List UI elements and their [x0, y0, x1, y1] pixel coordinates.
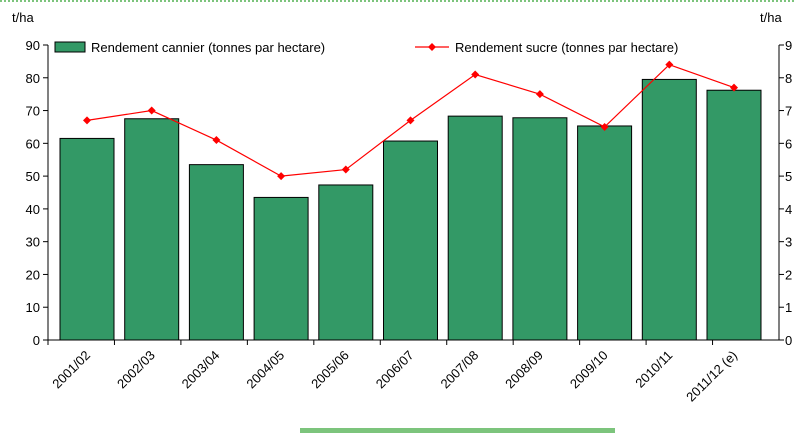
- y-tick-label: 70: [26, 104, 40, 119]
- line-marker: [147, 106, 156, 115]
- y2-axis-label: t/ha: [760, 10, 782, 25]
- y-tick-label: 90: [26, 38, 40, 53]
- y-tick-label: 30: [26, 235, 40, 250]
- y-tick-label: 40: [26, 202, 40, 217]
- line-marker: [277, 172, 286, 181]
- x-tick-label: 2006/07: [373, 348, 417, 392]
- bar: [253, 196, 309, 341]
- x-tick-label: 2009/10: [567, 348, 611, 392]
- x-tick-label: 2007/08: [437, 348, 481, 392]
- y2-tick-label: 3: [785, 235, 792, 250]
- bottom-bar: [300, 428, 615, 433]
- y2-tick-label: 9: [785, 38, 792, 53]
- y2-tick-label: 8: [785, 71, 792, 86]
- legend-swatch: [54, 41, 86, 53]
- bar: [188, 164, 244, 341]
- line-marker: [212, 136, 221, 145]
- y-tick-label: 0: [33, 333, 40, 348]
- bar: [577, 125, 633, 341]
- x-tick-label: 2005/06: [308, 348, 352, 392]
- legend-label: Rendement cannier (tonnes par hectare): [91, 40, 325, 55]
- bar: [124, 118, 180, 341]
- y2-tick-label: 7: [785, 104, 792, 119]
- y2-tick-label: 2: [785, 267, 792, 282]
- y-axis-label: t/ha: [12, 10, 34, 25]
- x-tick-label: 2002/03: [114, 348, 158, 392]
- x-tick-label: 2010/11: [632, 348, 675, 391]
- x-tick-label: 2011/12 (e): [683, 348, 740, 405]
- line-marker: [471, 70, 480, 79]
- bar: [641, 78, 697, 341]
- y-tick-label: 60: [26, 136, 40, 151]
- y2-tick-label: 1: [785, 300, 792, 315]
- line-marker: [83, 116, 91, 125]
- line-marker: [730, 83, 738, 92]
- bar: [318, 184, 374, 341]
- y2-tick-label: 5: [785, 169, 792, 184]
- line-marker: [341, 165, 350, 174]
- line-marker: [665, 60, 674, 69]
- y2-tick-label: 4: [785, 202, 792, 217]
- y2-tick-label: 6: [785, 136, 792, 151]
- y-tick-label: 80: [26, 71, 40, 86]
- x-tick-label: 2003/04: [179, 348, 223, 392]
- x-tick-label: 2008/09: [502, 348, 546, 392]
- bar: [512, 117, 568, 341]
- bar: [383, 140, 438, 341]
- y-tick-label: 20: [26, 267, 40, 282]
- bar: [447, 115, 503, 341]
- legend-marker: [428, 43, 436, 51]
- x-tick-label: 2001/02: [49, 348, 93, 392]
- legend-label: Rendement sucre (tonnes par hectare): [455, 40, 678, 55]
- y-tick-label: 50: [26, 169, 40, 184]
- x-tick-label: 2004/05: [243, 348, 287, 392]
- line-marker: [535, 90, 544, 99]
- line-marker: [406, 116, 415, 125]
- y2-tick-label: 0: [785, 333, 792, 348]
- bar: [706, 89, 762, 341]
- y-tick-label: 10: [26, 300, 40, 315]
- bar: [59, 137, 115, 341]
- line-marker: [600, 122, 609, 131]
